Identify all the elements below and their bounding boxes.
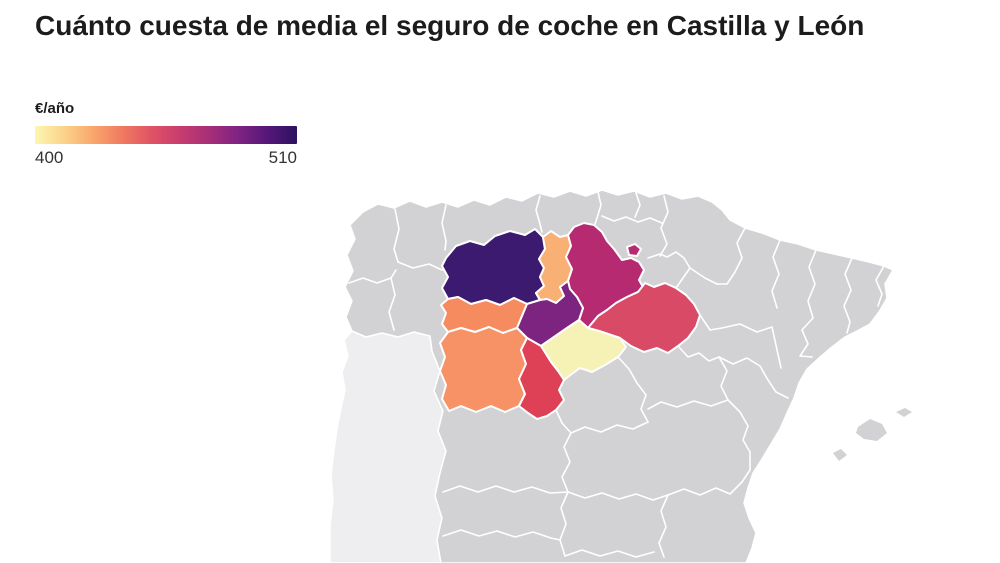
legend-gradient-bar (35, 126, 297, 144)
castilla-y-leon-regions (439, 222, 701, 420)
island-ibiza (833, 449, 847, 461)
neighbor-country-portugal (329, 330, 447, 563)
legend-max-value: 510 (268, 148, 297, 167)
region-zamora[interactable] (440, 296, 528, 334)
island-menorca (896, 408, 912, 417)
chart-header: Cuánto cuesta de media el seguro de coch… (35, 10, 907, 42)
region-valladolid[interactable] (516, 280, 584, 347)
region-salamanca[interactable] (439, 326, 528, 413)
legend-unit-label: €/año (35, 100, 75, 117)
balearic-islands (833, 408, 912, 461)
region-avila[interactable] (518, 337, 565, 420)
province-borders (348, 191, 885, 558)
legend-min-value: 400 (35, 148, 64, 167)
region-soria[interactable] (587, 282, 701, 354)
legend-scale: 400 510 (35, 148, 297, 168)
chart-title: Cuánto cuesta de media el seguro de coch… (35, 10, 865, 41)
color-legend: €/año 400 510 (35, 100, 297, 168)
island-mallorca (856, 419, 887, 441)
region-trevino-enclave[interactable] (626, 243, 642, 257)
